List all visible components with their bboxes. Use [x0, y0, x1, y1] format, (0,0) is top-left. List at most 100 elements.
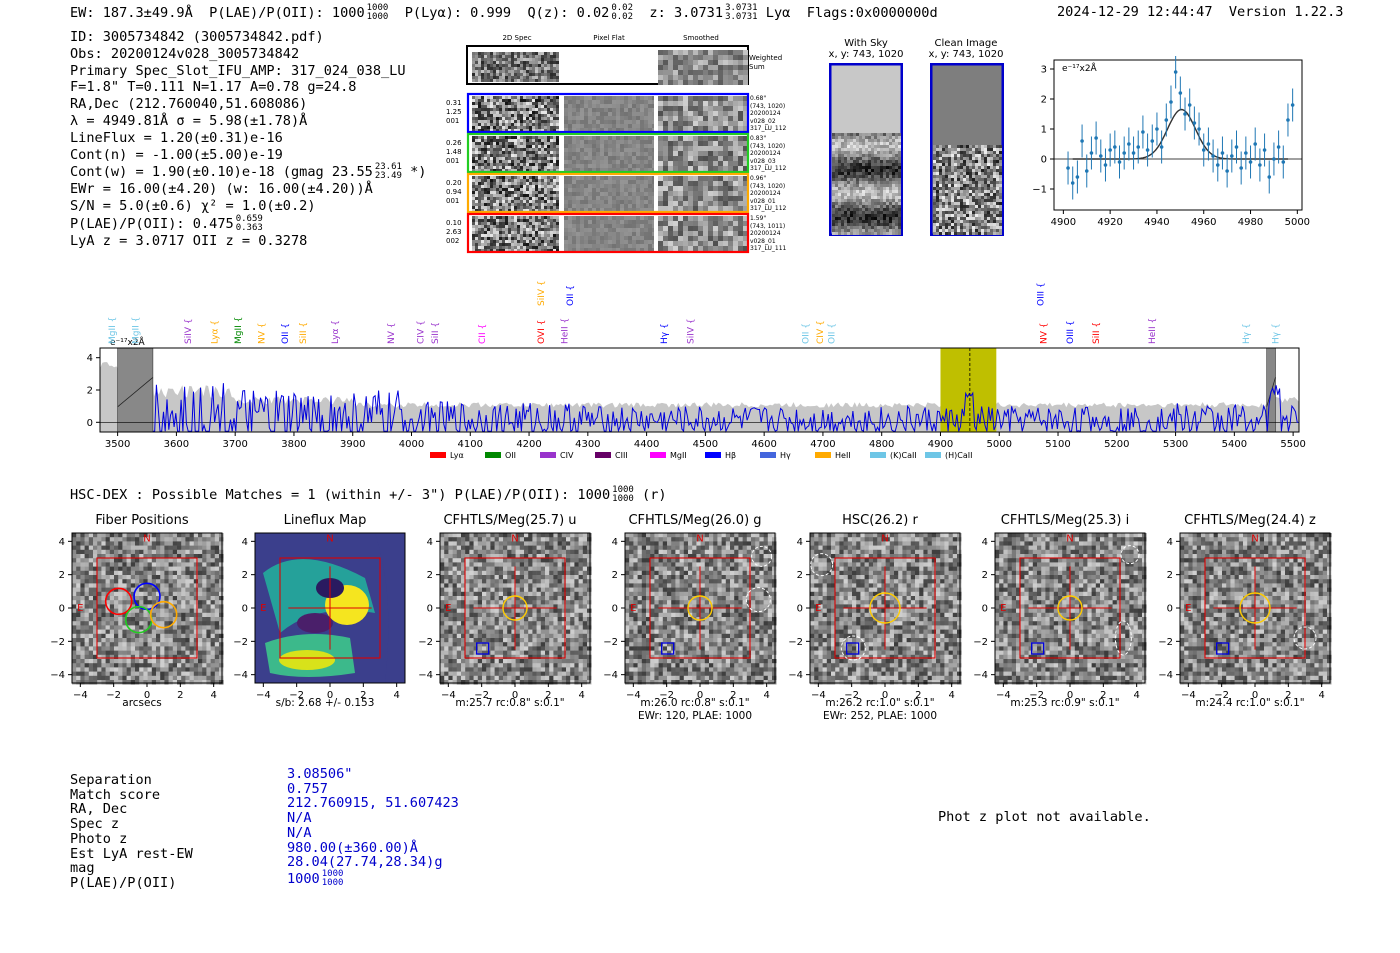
- panel-x-tick: −2: [1029, 690, 1044, 701]
- info-lambda: λ = 4949.81Å σ = 5.98(±1.78)Å: [70, 112, 308, 129]
- spectrum-x-tick: 5200: [1104, 439, 1129, 450]
- imaging-panel: CFHTLS/Meg(24.4) z N E −4 −4 −2 −2 0 0 2 2 4 4 m:24.4…: [1150, 510, 1350, 725]
- imaging-panel: HSC(26.2) r N E −4 −4 −2 −2 0 0 2 2 4 4 m:26.2 rc:1.0…: [780, 510, 980, 725]
- imaging-panel-plot: N E −4 −4 −2 −2 0 0 2 2 4 4: [233, 532, 406, 701]
- panel-x-tick: 2: [1100, 690, 1106, 701]
- catalog-box: [1031, 642, 1045, 655]
- match-value: 1000 1000 1000: [287, 868, 344, 888]
- match-label: Separation: [70, 772, 152, 788]
- imaging-panel: Lineflux Map N E −4 −4 −2 −2 0 0 2 2 4 4 s/b: 2.68 +/…: [225, 510, 425, 725]
- info-id: ID: 3005734842 (3005734842.pdf): [70, 29, 324, 45]
- panel-x-tick: −4: [1181, 690, 1196, 701]
- east-label: E: [630, 603, 636, 614]
- zoom-data-point: [1066, 151, 1070, 185]
- spectrum-legend-item: CIII: [595, 451, 628, 460]
- panel-x-tick: 4: [578, 690, 584, 701]
- cutout-row: [466, 172, 750, 214]
- panel-x-tick: 0: [327, 690, 333, 701]
- panel-y-tick: 2: [612, 570, 618, 581]
- zoom-unit-label: e⁻¹⁷x2Å: [1062, 62, 1098, 74]
- spectrum-x-tick: 3800: [281, 439, 306, 450]
- match-value: 0.757: [287, 780, 328, 797]
- full-spectrum-chart: 3500 3600 3700 3800 3900 4000 4100 4200 4300 4400…: [87, 280, 1306, 460]
- info-lineflux: LineFlux = 1.20(±0.31)e-16: [70, 129, 283, 146]
- cutout-images: [466, 45, 750, 254]
- north-label: N: [1066, 533, 1073, 544]
- panel-y-tick: 4: [242, 537, 248, 548]
- zoom-data-point: [1117, 145, 1122, 179]
- panel-x-tick: 0: [882, 690, 888, 701]
- panel-y-tick: −2: [603, 637, 618, 648]
- panel-x-tick: 2: [915, 690, 921, 701]
- match-values: 3.08506" 0.757 212.760915, 51.607423 N/A N/A…: [287, 767, 459, 888]
- panel-y-tick: −2: [1158, 637, 1173, 648]
- cutout-row-stats: 0.31 1.25 001: [446, 99, 462, 125]
- panel-y-tick: −4: [233, 670, 248, 681]
- spectrum-x-tick: 4500: [693, 439, 718, 450]
- spectrum-line-label: OVI {: [537, 320, 547, 344]
- panel-y-tick: −4: [973, 670, 988, 681]
- spectrum-legend-item: (H)CaII: [925, 451, 972, 460]
- panel-x-tick: 4: [948, 690, 954, 701]
- spectrum-line-label: Hγ {: [660, 323, 670, 344]
- zoom-data-point: [1234, 130, 1239, 164]
- spectrum-x-tick: 3700: [222, 439, 247, 450]
- zoom-data-point: [1225, 154, 1229, 188]
- east-label: E: [1185, 603, 1191, 614]
- panel-x-tick: 4: [1133, 690, 1139, 701]
- spectrum-legend-item: HeII: [815, 451, 851, 460]
- info-block: ID: 3005734842 (3005734842.pdf) Obs: 202…: [70, 29, 426, 250]
- imaging-panel-caption: s/b: 2.68 +/- 0.153: [275, 697, 375, 709]
- spectrum-line-label: NV {: [1039, 323, 1049, 344]
- spectrum-x-tick: 4900: [928, 439, 953, 450]
- imaging-panel-caption: m:24.4 rc:1.0" s:0.1": [1195, 697, 1305, 709]
- match-label: RA, Dec: [70, 801, 128, 818]
- spectrum-legend-item: CIV: [540, 451, 574, 460]
- zoom-data-point: [1080, 124, 1084, 158]
- zoom-data-point: [1127, 127, 1131, 161]
- fiber-circle: [149, 600, 178, 629]
- zoom-fit-line: [1072, 108, 1288, 160]
- panel-x-tick: −4: [73, 690, 88, 701]
- zoom-data-point: [1164, 103, 1169, 137]
- spectrum-line-label: OII {: [281, 323, 291, 344]
- aperture-circle: [869, 592, 901, 624]
- match-label: Photo z: [70, 830, 128, 847]
- imaging-panel-caption: m:25.7 rc:0.8" s:0.1": [455, 697, 565, 709]
- spectrum-y-tick: 0: [87, 418, 93, 429]
- panel-y-tick: 2: [797, 570, 803, 581]
- imaging-panel-caption: m:25.3 rc:0.9" s:0.1": [1010, 697, 1120, 709]
- cutout-row-stats: 0.10 2.63 002: [446, 219, 462, 245]
- zoom-data-point: [1281, 145, 1286, 179]
- spectrum-line-label: SiII {: [431, 322, 441, 344]
- search-box: [1204, 557, 1306, 659]
- clean-image-title: Clean Image: [934, 38, 998, 49]
- zoom-x-tick: 4940: [1144, 217, 1169, 228]
- zoom-data-point: [1206, 127, 1211, 161]
- panel-x-tick: 2: [177, 690, 183, 701]
- imaging-panel-plot: N E −4 −4 −2 −2 0 0 2 2 4 4: [603, 532, 777, 701]
- panel-y-tick: 2: [982, 570, 988, 581]
- spectrum-flux-line: [152, 383, 1300, 433]
- imaging-panel-plot: N E −4 −4 −2 −2 0 0 2 2 4 4: [418, 532, 592, 701]
- panel-y-tick: 4: [982, 537, 988, 548]
- north-label: N: [143, 533, 150, 544]
- catalog-box: [476, 642, 490, 655]
- spectrum-line-label: SiII {: [299, 322, 309, 344]
- imaging-panel-title: CFHTLS/Meg(25.3) i: [1000, 513, 1130, 528]
- catalog-box: [1216, 642, 1230, 655]
- zoom-data-point: [1103, 148, 1108, 182]
- spectrum-x-tick: 5400: [1222, 439, 1247, 450]
- imaging-panel-caption: m:26.2 rc:1.0" s:0.1" EWr: 252, PLAE: 100…: [822, 697, 938, 722]
- match-value: 3.08506": [287, 766, 353, 782]
- zoom-data-point: [1084, 154, 1089, 188]
- zoom-data-point: [1244, 136, 1248, 170]
- spectrum-line-label: CII {: [478, 324, 488, 344]
- panel-x-tick: 2: [1285, 690, 1291, 701]
- zoom-y-tick: 3: [1041, 65, 1047, 76]
- cutout-row: [466, 132, 750, 174]
- imaging-panel-caption: m:26.0 rc:0.8" s:0.1" EWr: 120, PLAE: 100…: [637, 697, 753, 722]
- zoom-data-point: [1197, 112, 1201, 146]
- lineflux-blobs: [263, 533, 405, 683]
- zoom-data-point: [1145, 133, 1150, 167]
